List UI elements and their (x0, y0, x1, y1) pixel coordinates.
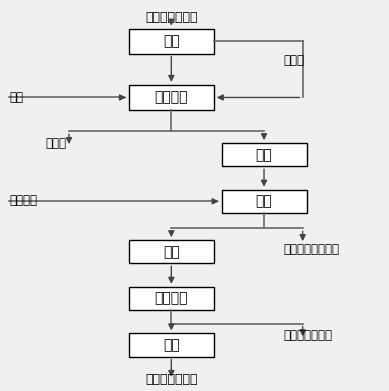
Text: 碳酸钓: 碳酸钓 (283, 54, 304, 67)
Text: 还原: 还原 (256, 194, 272, 208)
Text: 氧化渣: 氧化渣 (46, 136, 67, 150)
Bar (129, 287, 214, 310)
Text: 压滤: 压滤 (163, 245, 180, 259)
Bar (222, 190, 307, 213)
Bar (222, 143, 307, 167)
Text: 高含碲复杂粗硝: 高含碲复杂粗硝 (145, 11, 198, 24)
Text: 氧化吸收: 氧化吸收 (154, 90, 188, 104)
Text: 洗涤液（外排）: 洗涤液（外排） (283, 329, 332, 342)
Bar (129, 29, 214, 54)
Text: 精硝粉（产品）: 精硝粉（产品） (145, 373, 198, 386)
Text: 干燥: 干燥 (163, 338, 180, 352)
Text: 干燥: 干燥 (163, 34, 180, 48)
Text: 还原后液（外排）: 还原后液（外排） (283, 243, 339, 256)
Bar (129, 240, 214, 264)
Text: 浆化洗涤: 浆化洗涤 (154, 291, 188, 305)
Bar (129, 85, 214, 110)
Text: 过滤: 过滤 (256, 148, 272, 162)
Text: 二氧化碖: 二氧化碖 (9, 194, 37, 207)
Text: 氢气: 氢气 (9, 91, 23, 104)
Bar (129, 333, 214, 357)
